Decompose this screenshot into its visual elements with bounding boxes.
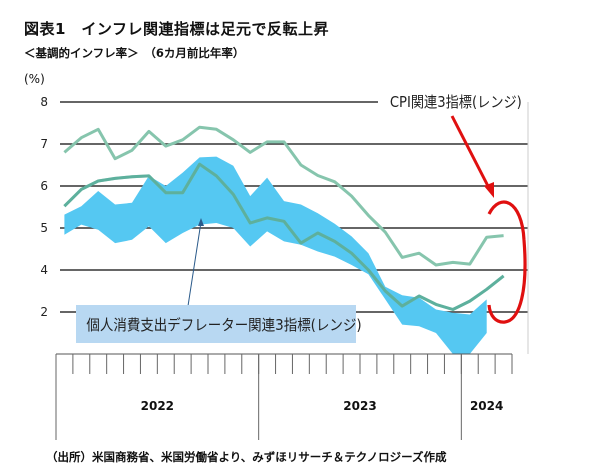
y-axis-ticks: 8 7 6 5 4 2 [40,95,48,319]
y-tick-label: 8 [40,95,48,109]
y-tick-label: 5 [40,221,48,235]
cpi-lower-line-overlay [63,162,505,311]
cpi-red-arrowhead [484,182,494,198]
source-note: （出所）米国商務省、米国労働省より、みずほリサーチ＆テクノロジーズ作成 [46,450,447,464]
pce-annotation: 個人消費支出デフレーター関連3指標(レンジ) [76,218,362,343]
pce-range-band [64,156,487,354]
y-tick-label: 7 [40,137,48,151]
y-tick-label: 4 [40,263,48,277]
cpi-label: CPI関連3指標(レンジ) [390,94,522,111]
pce-pointer-head [198,218,204,226]
year-label: 2023 [343,399,376,413]
chart-title: 図表1 インフレ関連指標は足元で反転上昇 [24,20,329,38]
cpi-red-bracket [487,200,527,324]
y-tick-label: 6 [40,179,48,193]
y-axis-unit: (%) [24,72,45,86]
y-tick-label: 2 [40,305,48,319]
year-label: 2022 [141,399,174,413]
x-axis: 2022 2023 2024 [55,353,513,440]
year-label: 2024 [470,399,503,413]
pce-label-box [76,305,356,343]
cpi-red-arrow [450,115,492,191]
pce-pointer-line [187,221,202,307]
chart-subtitle: ＜基調的インフレ率＞ （6カ月前比年率） [24,46,245,60]
pce-label: 個人消費支出デフレーター関連3指標(レンジ) [86,315,361,334]
cpi-upper-line [63,125,504,267]
cpi-annotation: CPI関連3指標(レンジ) [390,94,527,324]
series-layer [63,125,505,354]
